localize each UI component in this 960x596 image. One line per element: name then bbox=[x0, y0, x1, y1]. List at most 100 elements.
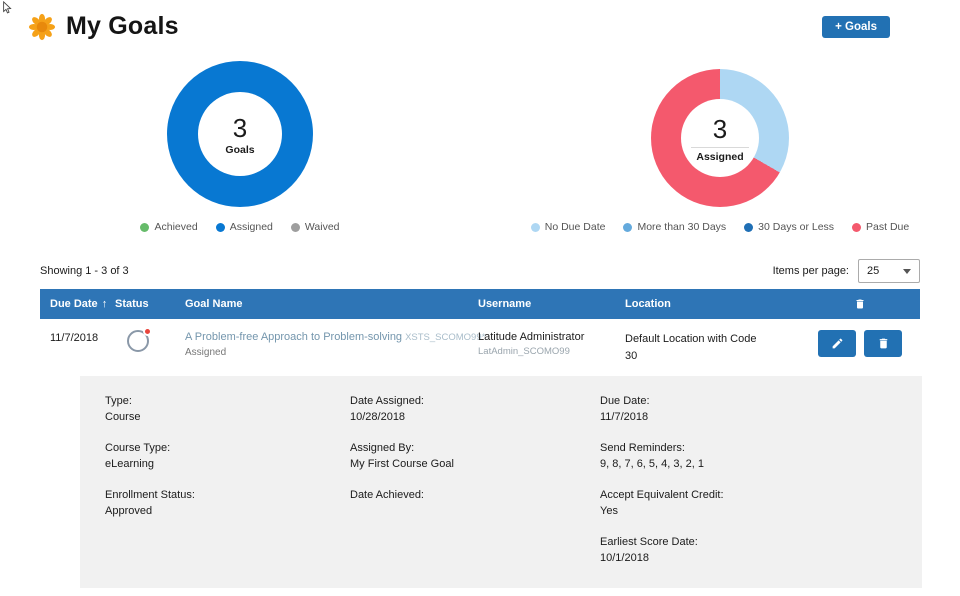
column-label: Due Date bbox=[50, 298, 98, 310]
detail-value: My First Course Goal bbox=[350, 457, 454, 470]
goal-name-link[interactable]: A Problem-free Approach to Problem-solvi… bbox=[185, 331, 403, 343]
goal-status-text: Assigned bbox=[185, 347, 227, 358]
list-meta-row: Showing 1 - 3 of 3 Items per page: 25 bbox=[40, 259, 920, 283]
location-cell: Default Location with Code 30 bbox=[625, 333, 757, 362]
goal-table-row[interactable]: 11/7/2018 A Problem-free Approach to Pro… bbox=[40, 319, 920, 374]
achieved-dot-icon bbox=[140, 222, 150, 232]
detail-due-date: Due Date: 11/7/2018 bbox=[600, 394, 897, 426]
status-ring-icon bbox=[127, 330, 149, 352]
column-header-status[interactable]: Status bbox=[115, 298, 149, 310]
detail-label: Enrollment Status: bbox=[105, 488, 195, 501]
goals-count-label: Goals bbox=[225, 143, 255, 156]
goals-donut-center: 3 Goals bbox=[198, 92, 282, 176]
sort-ascending-icon: ↑ bbox=[101, 298, 108, 310]
detail-date-achieved: Date Achieved: bbox=[350, 488, 600, 518]
detail-label: Due Date: bbox=[600, 395, 650, 407]
charts-section: 3 Goals Achieved Assigned Waived 3 Assig… bbox=[0, 61, 960, 233]
detail-label: Date Assigned: bbox=[350, 395, 424, 407]
detail-label: Course Type: bbox=[105, 441, 171, 454]
assigned-dot-icon bbox=[215, 222, 225, 232]
legend-item-assigned: Assigned bbox=[215, 221, 273, 233]
detail-value: 11/7/2018 bbox=[600, 410, 649, 423]
table-header-row: Due Date ↑ Status Goal Name Username Loca… bbox=[40, 289, 920, 319]
legend-item-no-due-date: No Due Date bbox=[530, 221, 605, 233]
row-actions bbox=[800, 328, 920, 357]
more-than-30-dot-icon bbox=[623, 222, 633, 232]
items-per-page: Items per page: 25 bbox=[773, 259, 920, 283]
user-login: LatAdmin_SCOMO99 bbox=[478, 346, 570, 357]
page-title: My Goals bbox=[66, 12, 179, 40]
detail-course-type: Course Type: eLearning bbox=[105, 441, 350, 473]
details-column-3: Due Date: 11/7/2018 Send Reminders: 9, 8… bbox=[600, 394, 897, 582]
legend-label: Assigned bbox=[229, 221, 273, 233]
items-per-page-value: 25 bbox=[867, 265, 880, 277]
detail-value: Course bbox=[105, 410, 141, 423]
goal-details-panel: Type: Course Course Type: eLearning Enro… bbox=[80, 376, 922, 588]
detail-date-assigned: Date Assigned: 10/28/2018 bbox=[350, 394, 600, 426]
detail-value: 10/28/2018 bbox=[350, 410, 406, 423]
goal-name-cell: A Problem-free Approach to Problem-solvi… bbox=[185, 328, 485, 358]
legend-label: More than 30 Days bbox=[637, 221, 727, 233]
detail-label: Assigned By: bbox=[350, 441, 415, 454]
due-date-cell: 11/7/2018 bbox=[50, 332, 99, 344]
legend-label: 30 Days or Less bbox=[758, 221, 835, 233]
legend-item-30-or-less: 30 Days or Less bbox=[744, 221, 834, 233]
detail-value: Approved bbox=[105, 504, 153, 517]
assigned-count-label: Assigned bbox=[691, 146, 749, 163]
pencil-icon bbox=[832, 338, 842, 349]
goals-donut: 3 Goals bbox=[167, 61, 313, 207]
detail-value: eLearning bbox=[105, 457, 154, 470]
detail-label: Accept Equivalent Credit: bbox=[600, 488, 724, 501]
assigned-count: 3 bbox=[712, 113, 728, 144]
column-header-goal-name[interactable]: Goal Name bbox=[185, 298, 243, 310]
mouse-cursor bbox=[3, 1, 12, 14]
detail-label: Earliest Score Date: bbox=[600, 535, 698, 548]
page-header: My Goals + Goals bbox=[0, 0, 960, 41]
column-header-location[interactable]: Location bbox=[625, 298, 671, 310]
status-alert-dot-icon bbox=[143, 327, 152, 336]
assigned-donut: 3 Assigned bbox=[651, 69, 789, 207]
detail-send-reminders: Send Reminders: 9, 8, 7, 6, 5, 4, 3, 2, … bbox=[600, 441, 897, 473]
edit-goal-button[interactable] bbox=[818, 330, 856, 357]
legend-item-more-than-30: More than 30 Days bbox=[623, 221, 726, 233]
goal-code: XSTS_SCOMO99* bbox=[405, 332, 486, 343]
detail-value: Yes bbox=[600, 504, 618, 517]
goals-count: 3 bbox=[232, 112, 248, 143]
trash-icon bbox=[879, 338, 887, 349]
legend-item-past-due: Past Due bbox=[852, 221, 909, 233]
detail-accept-equivalent-credit: Accept Equivalent Credit: Yes bbox=[600, 488, 897, 520]
column-header-username[interactable]: Username bbox=[478, 298, 532, 310]
detail-value: 9, 8, 7, 6, 5, 4, 3, 2, 1 bbox=[600, 457, 704, 470]
details-column-2: Date Assigned: 10/28/2018 Assigned By: M… bbox=[350, 394, 600, 582]
assigned-legend: No Due Date More than 30 Days 30 Days or… bbox=[530, 221, 909, 233]
legend-item-waived: Waived bbox=[290, 221, 340, 233]
items-per-page-label: Items per page: bbox=[772, 265, 849, 277]
30-or-less-dot-icon bbox=[744, 222, 754, 232]
detail-type: Type: Course bbox=[105, 394, 350, 426]
legend-item-achieved: Achieved bbox=[140, 221, 198, 233]
assigned-donut-center: 3 Assigned bbox=[681, 99, 759, 177]
waived-dot-icon bbox=[290, 222, 300, 232]
detail-label: Date Achieved: bbox=[350, 488, 424, 501]
legend-label: Past Due bbox=[866, 221, 910, 233]
items-per-page-select[interactable]: 25 bbox=[858, 259, 920, 283]
past-due-dot-icon bbox=[852, 222, 862, 232]
legend-label: Achieved bbox=[154, 221, 198, 233]
username-cell: Latitude Administrator LatAdmin_SCOMO99 bbox=[478, 328, 625, 357]
goals-table: Due Date ↑ Status Goal Name Username Loca… bbox=[40, 289, 920, 374]
column-header-due-date[interactable]: Due Date ↑ bbox=[40, 298, 115, 310]
assigned-status-icon bbox=[127, 327, 152, 352]
status-cell bbox=[115, 327, 185, 355]
goals-donut-chart: 3 Goals Achieved Assigned Waived bbox=[0, 61, 480, 233]
user-full-name: Latitude Administrator bbox=[478, 331, 585, 343]
detail-value: 10/1/2018 bbox=[600, 551, 649, 564]
detail-earliest-score-date: Earliest Score Date: 10/1/2018 bbox=[600, 535, 897, 567]
no-due-date-dot-icon bbox=[530, 222, 540, 232]
delete-goal-button[interactable] bbox=[864, 330, 902, 357]
add-goals-button[interactable]: + Goals bbox=[822, 15, 890, 38]
detail-label: Type: bbox=[105, 395, 132, 407]
chevron-down-icon bbox=[903, 268, 911, 274]
detail-label: Send Reminders: bbox=[600, 441, 685, 454]
showing-count-text: Showing 1 - 3 of 3 bbox=[40, 265, 129, 277]
legend-label: Waived bbox=[304, 221, 340, 233]
